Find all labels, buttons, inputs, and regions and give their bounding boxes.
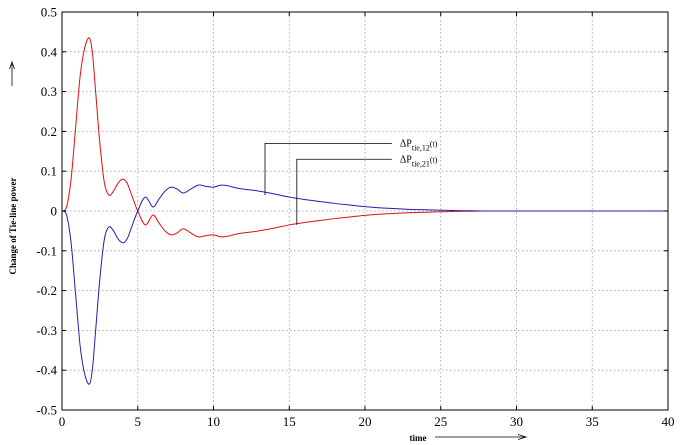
x-tick-label: 5 [135,414,142,429]
x-tick-label: 15 [283,414,296,429]
x-tick-label: 10 [207,414,220,429]
annotation-label: ΔPtie,21(t) [400,154,438,168]
y-tick-label: -0.1 [36,243,57,258]
annotation-leader [264,142,392,196]
y-axis-label: Change of Tie-line power [8,178,18,275]
y-tick-label: 0 [51,204,58,219]
x-tick-label: 25 [434,414,447,429]
y-tick-label: -0.3 [36,323,57,338]
x-axis-label: time [410,433,427,443]
y-tick-label: 0.1 [41,164,57,179]
x-tick-label: 30 [510,414,523,429]
y-axis-ticks: -0.5 -0.4 -0.3 -0.2 -0.1 0 0.1 0.2 0.3 0.4 0.5 [36,5,668,418]
series-layer [61,37,668,385]
y-tick-label: 0.2 [41,124,57,139]
series-line-tie-12 [61,184,668,385]
x-axis-ticks: 0 5 10 15 20 25 30 35 40 [59,12,675,429]
y-tick-label: 0.4 [41,44,58,59]
x-tick-label: 35 [586,414,599,429]
x-tick-label: 0 [59,414,66,429]
x-axis-arrow-icon [435,434,528,440]
annotations: ΔPtie,12(t) ΔPtie,21(t) [264,138,438,225]
x-tick-label: 20 [359,414,372,429]
y-tick-label: 0.5 [41,5,57,20]
y-tick-label: -0.4 [36,363,57,378]
y-axis-arrow-icon [9,60,15,86]
x-tick-label: 40 [662,414,675,429]
annotation-leader [296,158,392,225]
y-tick-label: 0.3 [41,84,57,99]
y-tick-label: -0.2 [36,283,57,298]
series-line-tie-21 [61,37,668,238]
y-tick-label: -0.5 [36,403,57,418]
annotation-label: ΔPtie,12(t) [400,138,438,152]
